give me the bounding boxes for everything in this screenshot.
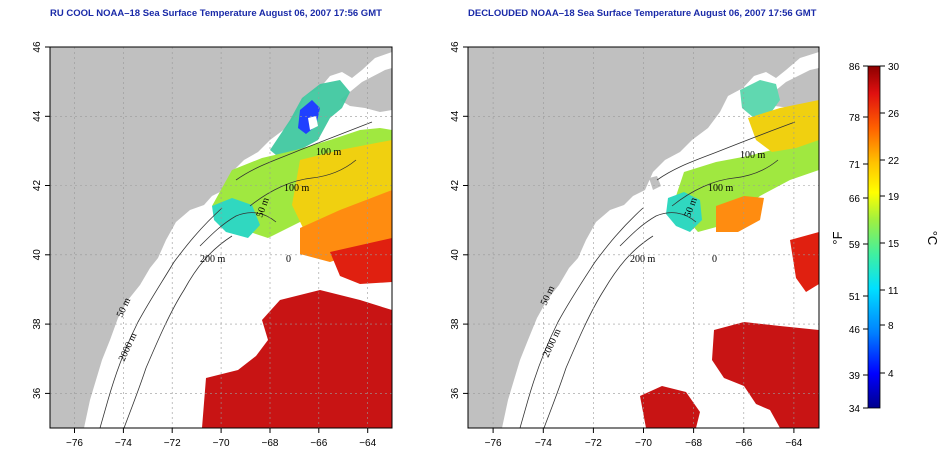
x-tick-label: −72 bbox=[585, 438, 602, 449]
sst-red-south-right-2 bbox=[640, 386, 700, 428]
land-mainland-right bbox=[468, 47, 819, 428]
x-tick-label: −64 bbox=[359, 438, 376, 449]
contour-200m-left bbox=[99, 207, 223, 428]
sst-red-south-right-1 bbox=[712, 322, 819, 428]
graticule-left bbox=[50, 47, 392, 428]
x-axis-left: −76 −74 −72 −70 −68 −66 −64 bbox=[66, 428, 377, 449]
y-tick-label: 44 bbox=[32, 110, 43, 122]
sst-gulf-of-maine-right bbox=[740, 80, 780, 118]
contour-label-100m-2-left: 100 m bbox=[284, 183, 310, 194]
y-tick-label: 42 bbox=[450, 180, 461, 192]
contour-label-100m-2-right: 100 m bbox=[708, 183, 734, 194]
contour-label-zero-left: 0 bbox=[286, 254, 291, 265]
y-tick-label: 38 bbox=[32, 318, 43, 330]
y-tick-label: 36 bbox=[450, 387, 461, 399]
land-mainland-left bbox=[50, 47, 392, 428]
contour-label-200m-left: 200 m bbox=[200, 254, 226, 265]
x-tick-label: −68 bbox=[685, 438, 702, 449]
colorbar-f-tick: 51 bbox=[849, 292, 861, 303]
colorbar-c-tick: 8 bbox=[888, 321, 894, 332]
contour-100m-right bbox=[656, 121, 796, 181]
graticule-right bbox=[468, 47, 819, 428]
y-axis-right: 46 44 42 40 38 36 bbox=[450, 41, 468, 399]
x-tick-label: −70 bbox=[213, 438, 230, 449]
y-tick-label: 46 bbox=[32, 41, 43, 53]
x-tick-label: −66 bbox=[735, 438, 752, 449]
colorbar-gradient bbox=[867, 65, 881, 409]
y-tick-label: 44 bbox=[450, 110, 461, 122]
panel-title-left: RU COOL NOAA–18 Sea Surface Temperature … bbox=[50, 8, 382, 19]
sst-orange-band-right bbox=[716, 196, 764, 232]
map-panel-left: 100 m 100 m 50 m 200 m 50 m 2000 m 0 −76… bbox=[32, 41, 393, 449]
y-tick-label: 42 bbox=[32, 180, 43, 192]
colorbar-f-tick: 66 bbox=[849, 194, 861, 205]
sst-georges-bank-right bbox=[676, 134, 819, 232]
contour-100m-2-right bbox=[671, 159, 779, 207]
colorbar-f-unit: °F bbox=[830, 231, 845, 244]
sst-red-slope-left bbox=[330, 238, 392, 284]
x-tick-label: −66 bbox=[310, 438, 327, 449]
colorbar-c-tick: 4 bbox=[888, 369, 894, 380]
panel-title-right: DECLOUDED NOAA–18 Sea Surface Temperatur… bbox=[468, 8, 817, 19]
colorbar-c-tick: 15 bbox=[888, 239, 900, 250]
sst-shelf-green-right bbox=[666, 192, 702, 232]
sst-shelf-green-left bbox=[212, 198, 260, 238]
colorbar-c-unit: °C bbox=[925, 231, 940, 246]
colorbar: 86 78 71 66 59 51 46 39 34 30 26 22 19 1… bbox=[830, 62, 940, 415]
x-tick-label: −76 bbox=[66, 438, 83, 449]
y-tick-label: 46 bbox=[450, 41, 461, 53]
contour-100m-2-left bbox=[249, 159, 357, 207]
colorbar-f-tick: 46 bbox=[849, 325, 861, 336]
colorbar-c-tick: 26 bbox=[888, 109, 900, 120]
y-tick-label: 36 bbox=[32, 387, 43, 399]
colorbar-f-tick: 59 bbox=[849, 240, 861, 251]
x-tick-label: −74 bbox=[535, 438, 552, 449]
sst-red-south-left bbox=[202, 290, 392, 428]
colorbar-f-tick: 34 bbox=[849, 404, 861, 415]
x-tick-label: −72 bbox=[164, 438, 181, 449]
colorbar-c-tick: 30 bbox=[888, 62, 900, 73]
colorbar-f-tick: 86 bbox=[849, 62, 861, 73]
sst-yellow-band-left bbox=[292, 140, 392, 232]
contour-200m-right bbox=[519, 207, 644, 428]
colorbar-f-tick: 71 bbox=[849, 160, 861, 171]
contour-label-100m-left: 100 m bbox=[316, 147, 342, 158]
colorbar-c-tick: 11 bbox=[888, 286, 899, 297]
map-panel-right: 100 m 100 m 50 m 200 m 50 m 2000 m 0 −76… bbox=[450, 41, 820, 449]
contour-label-zero-right: 0 bbox=[712, 254, 717, 265]
contour-50m-left bbox=[199, 212, 277, 247]
colorbar-f-tick: 78 bbox=[849, 113, 861, 124]
x-tick-label: −74 bbox=[115, 438, 132, 449]
x-tick-label: −68 bbox=[262, 438, 279, 449]
y-axis-left: 46 44 42 40 38 36 bbox=[32, 41, 50, 399]
colorbar-c-tick: 22 bbox=[888, 156, 900, 167]
contour-label-200m-right: 200 m bbox=[630, 254, 656, 265]
contour-2000m-left bbox=[123, 235, 233, 428]
colorbar-f-tick: 39 bbox=[849, 371, 861, 382]
sst-white-cloud-left bbox=[308, 116, 318, 130]
x-axis-right: −76 −74 −72 −70 −68 −66 −64 bbox=[485, 428, 803, 449]
colorbar-c-tick: 19 bbox=[888, 192, 900, 203]
x-tick-label: −76 bbox=[485, 438, 502, 449]
contour-50m-right bbox=[619, 212, 697, 247]
contour-2000m-right bbox=[543, 235, 654, 428]
y-tick-label: 40 bbox=[32, 249, 43, 261]
contour-label-100m-right: 100 m bbox=[740, 150, 766, 161]
y-tick-label: 38 bbox=[450, 318, 461, 330]
land-nova-scotia-left bbox=[340, 68, 392, 112]
sst-red-slope-right bbox=[790, 232, 819, 292]
x-tick-label: −70 bbox=[635, 438, 652, 449]
contour-100m-left bbox=[235, 121, 373, 181]
x-tick-label: −64 bbox=[785, 438, 802, 449]
y-tick-label: 40 bbox=[450, 249, 461, 261]
